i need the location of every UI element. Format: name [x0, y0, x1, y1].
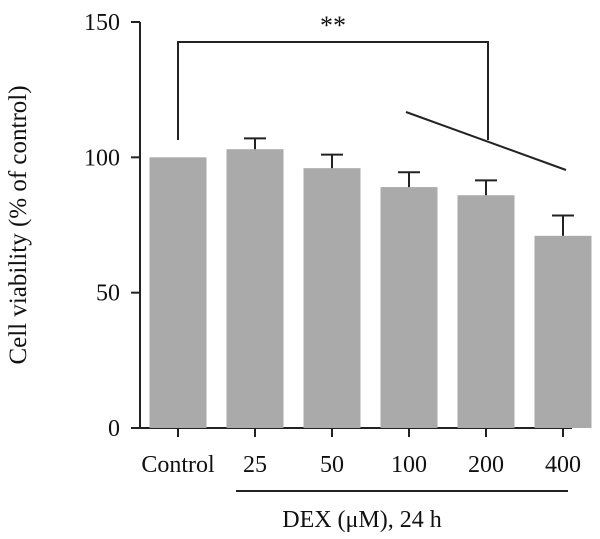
- significance-bracket: [177, 41, 489, 140]
- y-tick-label: 150: [84, 10, 120, 36]
- bar: [149, 157, 207, 429]
- error-bar: [244, 137, 266, 150]
- x-tick-label: 400: [545, 452, 581, 478]
- error-bar: [552, 214, 574, 236]
- bar: [303, 168, 361, 428]
- error-bar: [398, 171, 420, 188]
- x-tick-label: Control: [141, 452, 215, 478]
- x-ticks: Control 25 50 100 200 400: [141, 428, 581, 478]
- bar: [534, 235, 592, 428]
- bars: [149, 149, 592, 429]
- y-tick-label: 50: [96, 281, 120, 307]
- significance-marker: **: [320, 11, 346, 40]
- y-tick-label: 0: [108, 416, 120, 442]
- bar: [457, 195, 515, 428]
- bar: [226, 149, 284, 429]
- x-group-label: DEX (μM), 24 h: [282, 507, 442, 533]
- trend-line: [405, 111, 567, 171]
- x-tick-label: 25: [243, 452, 267, 478]
- error-bars: [244, 137, 574, 236]
- bar: [380, 187, 438, 428]
- x-tick-label: 50: [320, 452, 344, 478]
- y-tick-label: 100: [84, 145, 120, 171]
- y-axis-label: Cell viability (% of control): [5, 85, 32, 364]
- error-bar: [321, 153, 343, 169]
- x-tick-label: 200: [468, 452, 504, 478]
- y-ticks: 0 50 100 150: [84, 10, 140, 442]
- x-tick-label: 100: [391, 452, 427, 478]
- error-bar: [475, 179, 497, 196]
